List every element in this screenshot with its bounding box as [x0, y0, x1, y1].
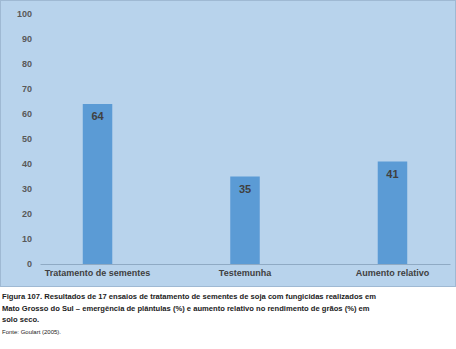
y-tick-label: 70 — [22, 84, 32, 94]
x-tick-label: Testemunha — [219, 268, 272, 278]
y-tick: 30 — [22, 184, 40, 194]
y-tick: 90 — [22, 34, 40, 44]
y-tick-label: 20 — [22, 209, 32, 219]
x-tick: Testemunha — [219, 264, 272, 278]
chart-background — [1, 1, 456, 287]
y-tick: 0 — [27, 259, 40, 269]
x-tick-label: Aumento relativo — [356, 268, 430, 278]
y-tick: 100 — [17, 9, 40, 19]
y-tick: 60 — [22, 109, 40, 119]
bars — [83, 104, 407, 264]
y-tick-label: 100 — [17, 9, 32, 19]
bar — [230, 177, 259, 265]
y-tick-label: 60 — [22, 109, 32, 119]
x-axis-line — [41, 264, 451, 265]
y-tick-label: 0 — [27, 259, 32, 269]
data-label: 41 — [386, 168, 398, 180]
caption-line: solo seco. — [2, 315, 39, 324]
y-tick: 70 — [22, 84, 40, 94]
data-label: 35 — [239, 183, 251, 195]
bar — [378, 162, 407, 265]
x-tick-label: Tratamento de sementes — [45, 268, 151, 278]
chart-container: 0 10 20 30 40 50 60 70 80 90 100 Tratamento de seme… — [0, 0, 456, 349]
y-tick-label: 80 — [22, 59, 32, 69]
y-tick-label: 30 — [22, 184, 32, 194]
y-tick: 20 — [22, 209, 40, 219]
y-tick-label: 40 — [22, 159, 32, 169]
x-tick: Aumento relativo — [356, 264, 430, 278]
chart-svg: 0 10 20 30 40 50 60 70 80 90 100 Tratamento de seme… — [0, 0, 456, 349]
x-axis: Tratamento de sementes Testemunha Aumento … — [41, 264, 451, 278]
bar — [83, 104, 112, 264]
y-axis: 0 10 20 30 40 50 60 70 80 90 100 — [17, 9, 41, 269]
y-tick: 80 — [22, 59, 40, 69]
data-label: 64 — [91, 110, 104, 122]
caption: Figura 107. Resultados de 17 ensaios de … — [2, 292, 376, 324]
y-tick: 10 — [22, 234, 40, 244]
y-tick: 40 — [22, 159, 40, 169]
y-tick-label: 10 — [22, 234, 32, 244]
source: Fonte: Goulart (2005). — [2, 329, 61, 335]
y-tick-label: 50 — [22, 134, 32, 144]
y-tick-label: 90 — [22, 34, 32, 44]
y-axis-line — [40, 15, 41, 265]
y-tick: 50 — [22, 134, 40, 144]
caption-line: Figura 107. Resultados de 17 ensaios de … — [2, 292, 376, 301]
caption-line: Mato Grosso do Sul – emergência de plânt… — [2, 304, 370, 313]
x-tick: Tratamento de sementes — [45, 264, 151, 278]
data-labels: 64 35 41 — [91, 110, 398, 195]
